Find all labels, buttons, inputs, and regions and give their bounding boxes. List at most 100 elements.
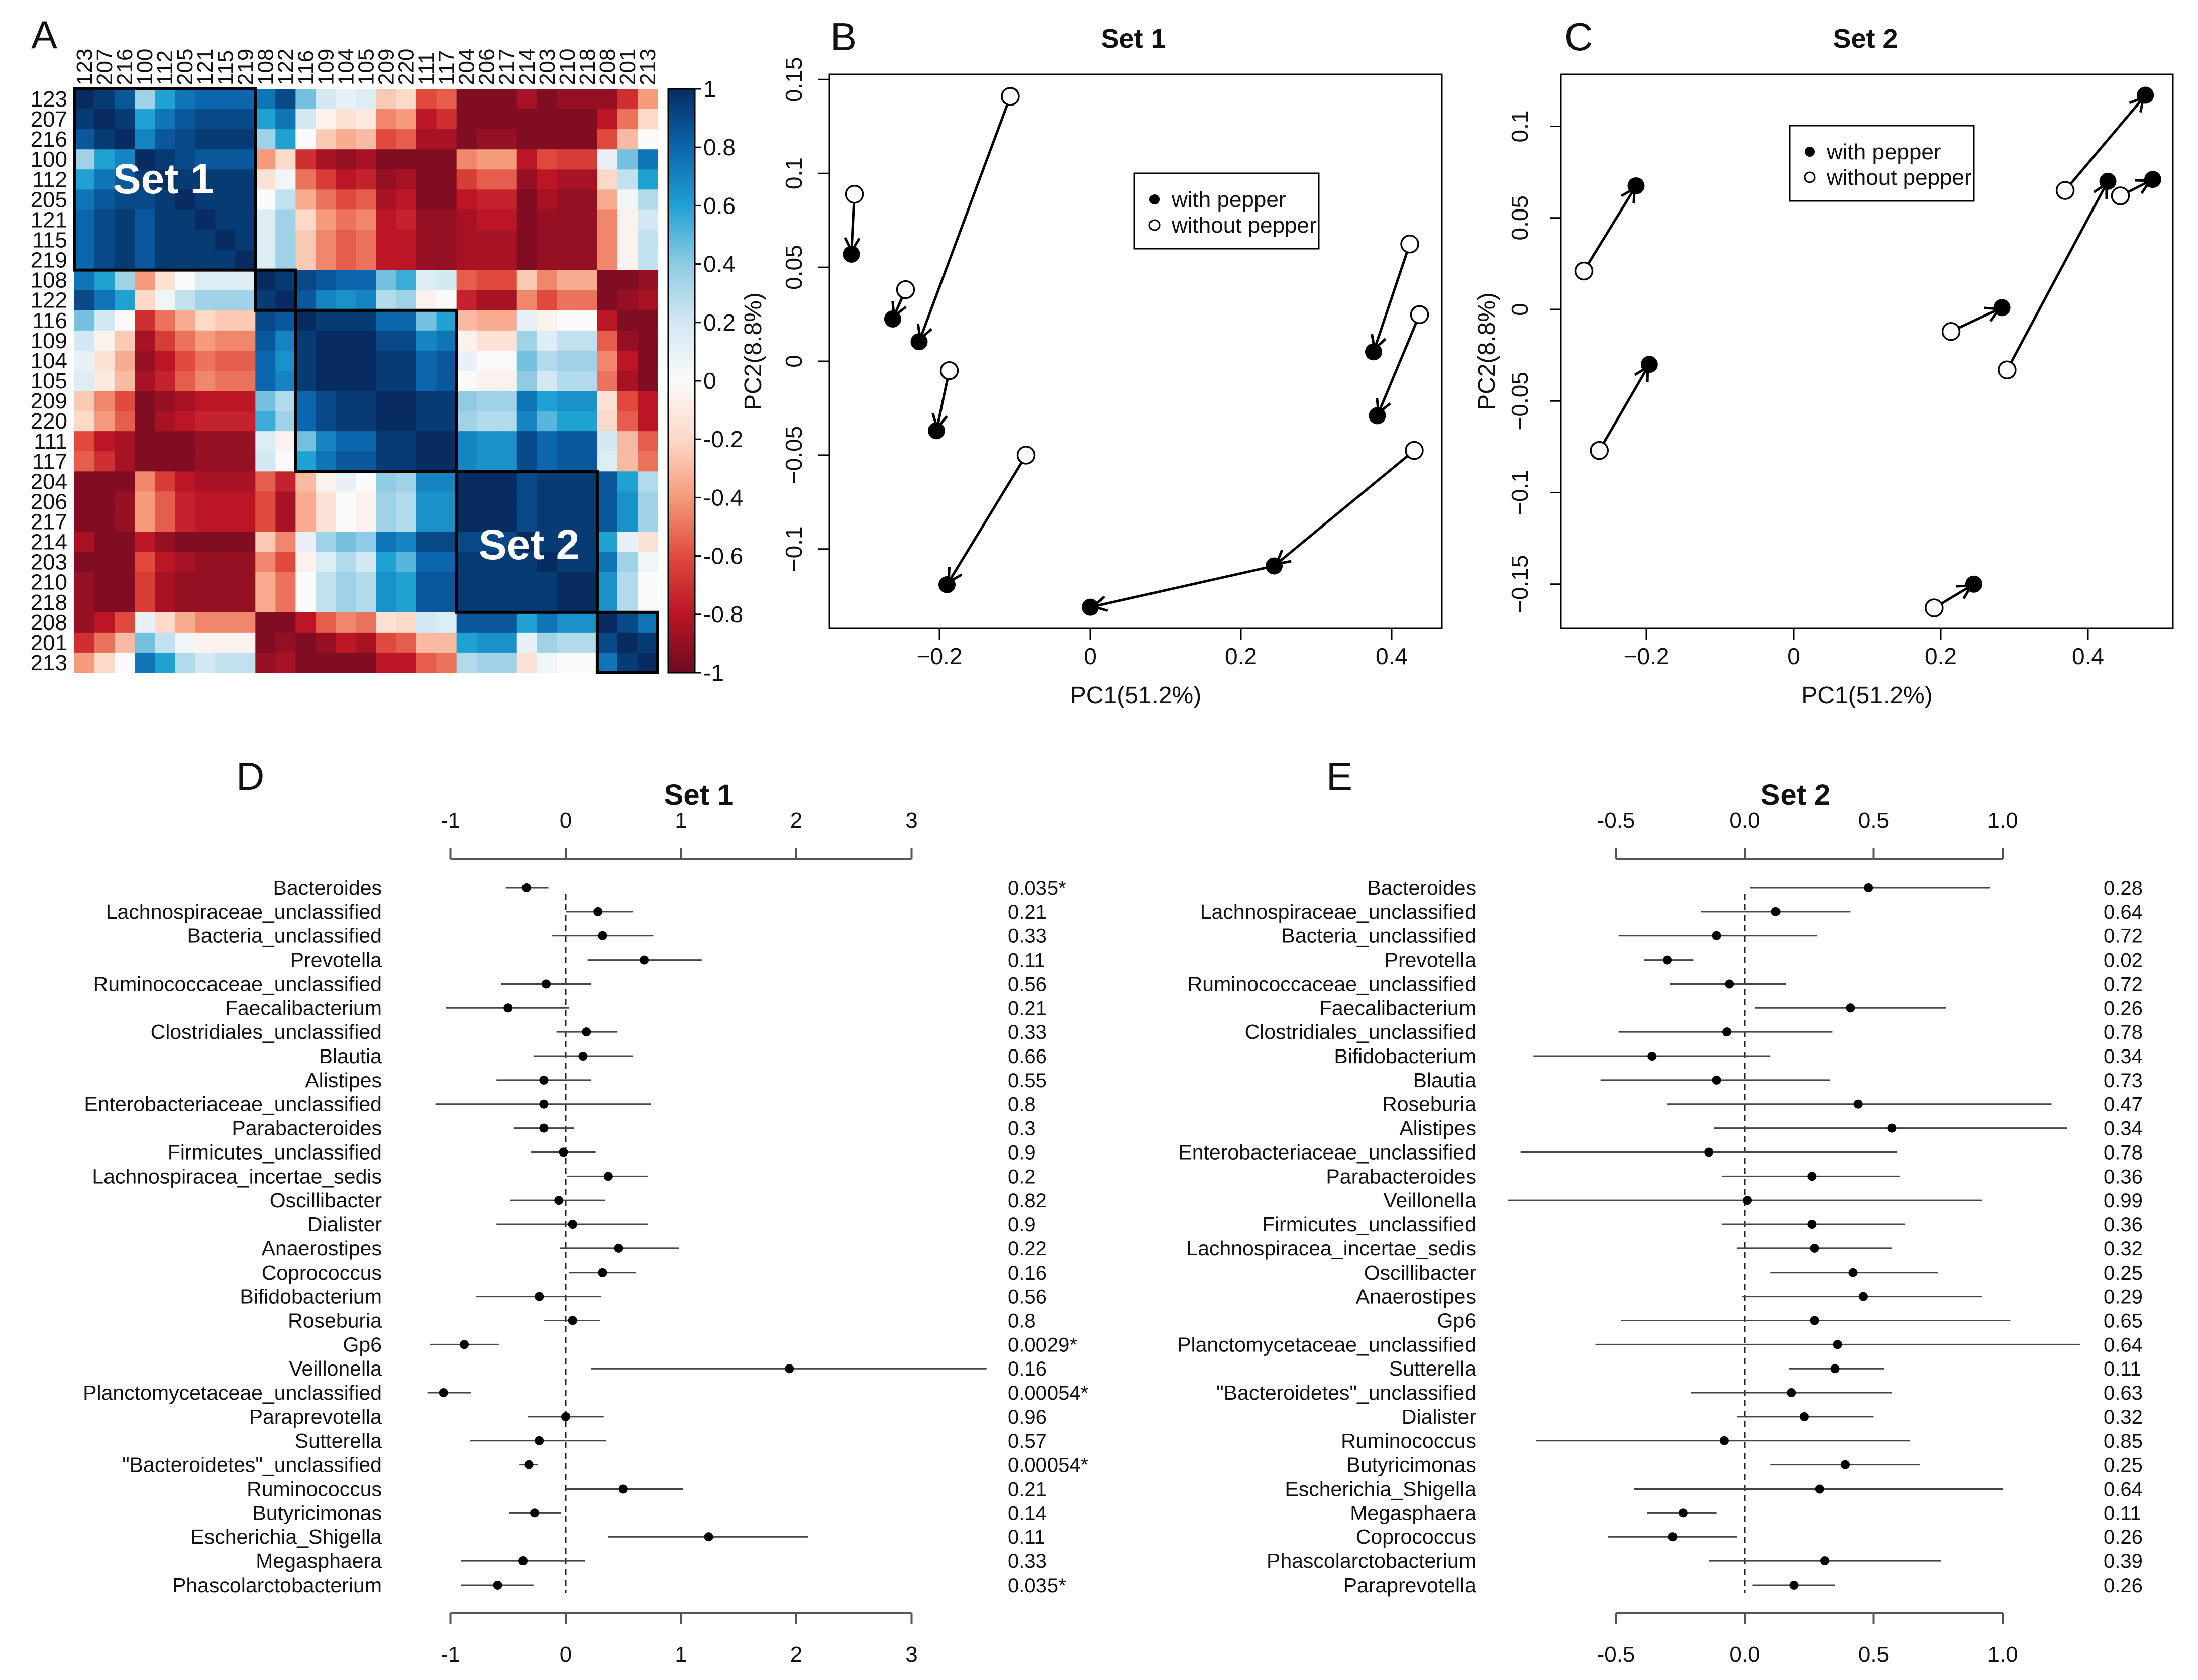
- forest-row: Parabacteroides 0.36: [1326, 1165, 2142, 1188]
- heatmap-cell: [175, 370, 195, 391]
- heatmap-cell: [155, 532, 175, 553]
- heatmap-cell: [74, 169, 95, 190]
- heatmap-cell: [416, 391, 437, 411]
- heatmap-cell: [456, 592, 477, 613]
- estimate-point: [598, 1268, 607, 1277]
- heatmap-cell: [416, 652, 437, 673]
- heatmap-cell: [115, 250, 135, 271]
- estimate-point: [1846, 1003, 1855, 1013]
- p-value: 0.21: [1008, 901, 1047, 923]
- heatmap-cell: [336, 552, 357, 573]
- colorbar-tick-label: 1: [703, 76, 716, 102]
- heatmap-cell: [135, 411, 155, 432]
- plot-title: Set 1: [664, 779, 734, 811]
- arrow-line: [1093, 565, 1275, 608]
- heatmap-row-label: 108: [31, 268, 67, 293]
- y-tick-label: 0.15: [781, 57, 807, 102]
- heatmap-cell: [255, 471, 276, 492]
- heatmap-col-label: 213: [636, 49, 660, 85]
- heatmap-row-label: 111: [34, 429, 67, 454]
- heatmap-cell: [336, 290, 357, 311]
- x-tick-label: 0: [1084, 643, 1097, 669]
- forest-row: Megasphaera 0.11: [1350, 1501, 2141, 1524]
- p-value: 0.0029*: [1008, 1334, 1077, 1356]
- estimate-point: [1678, 1508, 1688, 1518]
- estimate-point: [598, 931, 607, 940]
- heatmap-cell: [617, 451, 638, 472]
- heatmap-cell: [416, 632, 437, 653]
- heatmap-cell: [94, 652, 115, 673]
- heatmap-col-label: 217: [495, 49, 519, 85]
- p-value: 0.00054*: [1008, 1454, 1088, 1477]
- estimate-point: [1887, 1123, 1897, 1133]
- heatmap-cell: [537, 532, 558, 553]
- heatmap-cell: [215, 189, 236, 211]
- forest-row: Firmicutes_unclassified 0.9: [168, 1140, 1036, 1164]
- heatmap-cell: [496, 612, 517, 633]
- heatmap-cell: [456, 612, 477, 633]
- heatmap-cell: [356, 511, 377, 533]
- heatmap-cell: [436, 89, 457, 110]
- x-tick-label-bottom: 0.5: [1858, 1642, 1889, 1667]
- heatmap-cell: [316, 632, 337, 653]
- x-tick-label: −0.2: [917, 643, 963, 669]
- taxon-label: Oscillibacter: [1364, 1261, 1476, 1284]
- heatmap-cell: [195, 310, 216, 331]
- taxon-label: Bacteroides: [1367, 876, 1476, 899]
- heatmap-cell: [295, 511, 317, 533]
- taxon-label: Sutterella: [1389, 1357, 1476, 1380]
- point-with-pepper: [1266, 557, 1283, 575]
- x-tick-label-top: -1: [441, 808, 460, 833]
- heatmap-cell: [597, 129, 618, 150]
- heatmap-col-label: 115: [213, 50, 238, 85]
- y-axis-label: PC2(8.8%): [1474, 292, 1500, 410]
- forest-row: Blautia 0.73: [1413, 1069, 2143, 1092]
- x-tick-label-top: -0.5: [1597, 808, 1635, 833]
- heatmap-cell: [255, 552, 276, 573]
- heatmap-cell: [235, 129, 256, 150]
- heatmap-cell: [557, 612, 578, 633]
- x-tick-label: 0: [1787, 643, 1800, 669]
- forest-row: Faecalibacterium 0.26: [1319, 996, 2143, 1019]
- taxon-label: Blautia: [1413, 1069, 1477, 1092]
- panel-letter-c: C: [1564, 15, 1593, 59]
- estimate-point: [539, 1075, 549, 1085]
- taxon-label: Sutterella: [295, 1429, 382, 1452]
- heatmap-cell: [496, 270, 517, 291]
- heatmap-cell: [557, 149, 578, 170]
- heatmap-cell: [496, 350, 517, 371]
- heatmap-cell: [235, 391, 256, 411]
- estimate-point: [521, 883, 531, 892]
- point-with-pepper: [1965, 575, 1982, 593]
- heatmap-cell: [215, 652, 236, 673]
- taxon-label: Parabacteroides: [232, 1117, 382, 1140]
- heatmap-cell: [516, 230, 538, 251]
- p-value: 0.33: [1008, 925, 1047, 948]
- colorbar-tick-label: 0.4: [703, 251, 736, 277]
- heatmap-cell: [436, 149, 457, 170]
- estimate-point: [1647, 1052, 1657, 1061]
- heatmap-cell: [94, 330, 115, 351]
- arrow-line: [2006, 183, 2108, 371]
- taxon-label: Lachnospiracea_incertae_sedis: [1186, 1237, 1476, 1260]
- p-value: 0.47: [2104, 1094, 2143, 1116]
- heatmap-cell: [235, 370, 256, 391]
- heatmap-cell: [94, 89, 115, 110]
- heatmap-cell: [356, 370, 377, 391]
- point-with-pepper: [1640, 356, 1658, 373]
- p-value: 0.2: [1008, 1166, 1036, 1188]
- x-tick-label-top: 0.0: [1729, 808, 1760, 833]
- x-tick-label-bottom: -0.5: [1597, 1642, 1635, 1667]
- heatmap-cell: [496, 431, 517, 452]
- heatmap-cell: [637, 451, 658, 472]
- heatmap-cell: [295, 451, 317, 472]
- heatmap-cell: [456, 169, 477, 190]
- heatmap-cell: [537, 431, 558, 452]
- heatmap-cell: [275, 391, 296, 411]
- heatmap-cell: [275, 632, 296, 653]
- p-value: 0.16: [1008, 1358, 1047, 1380]
- heatmap-cell: [74, 350, 95, 371]
- heatmap-cell: [637, 612, 658, 633]
- heatmap-cell: [235, 471, 256, 492]
- heatmap-cell: [577, 471, 598, 492]
